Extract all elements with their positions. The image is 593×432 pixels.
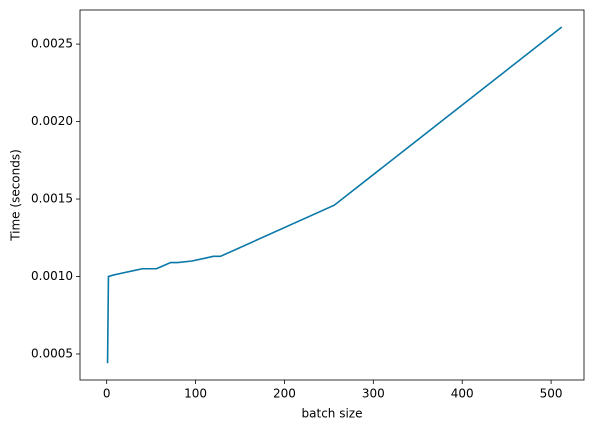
x-axis-label: batch size [302,407,363,421]
x-tick-label: 300 [362,387,385,401]
x-tick-label: 100 [184,387,207,401]
plot-frame [79,9,585,381]
x-tick-label: 200 [273,387,296,401]
x-tick-label: 0 [103,387,111,401]
x-tick-label: 500 [540,387,563,401]
y-tick-label: 0.0020 [31,114,73,128]
y-tick-label: 0.0010 [31,269,73,283]
y-tick-label: 0.0015 [31,192,73,206]
x-tick-label: 400 [451,387,474,401]
y-tick-label: 0.0005 [31,346,73,360]
data-line [106,26,563,364]
y-tick-label: 0.0025 [31,37,73,51]
y-axis-label: Time (seconds) [9,149,23,242]
